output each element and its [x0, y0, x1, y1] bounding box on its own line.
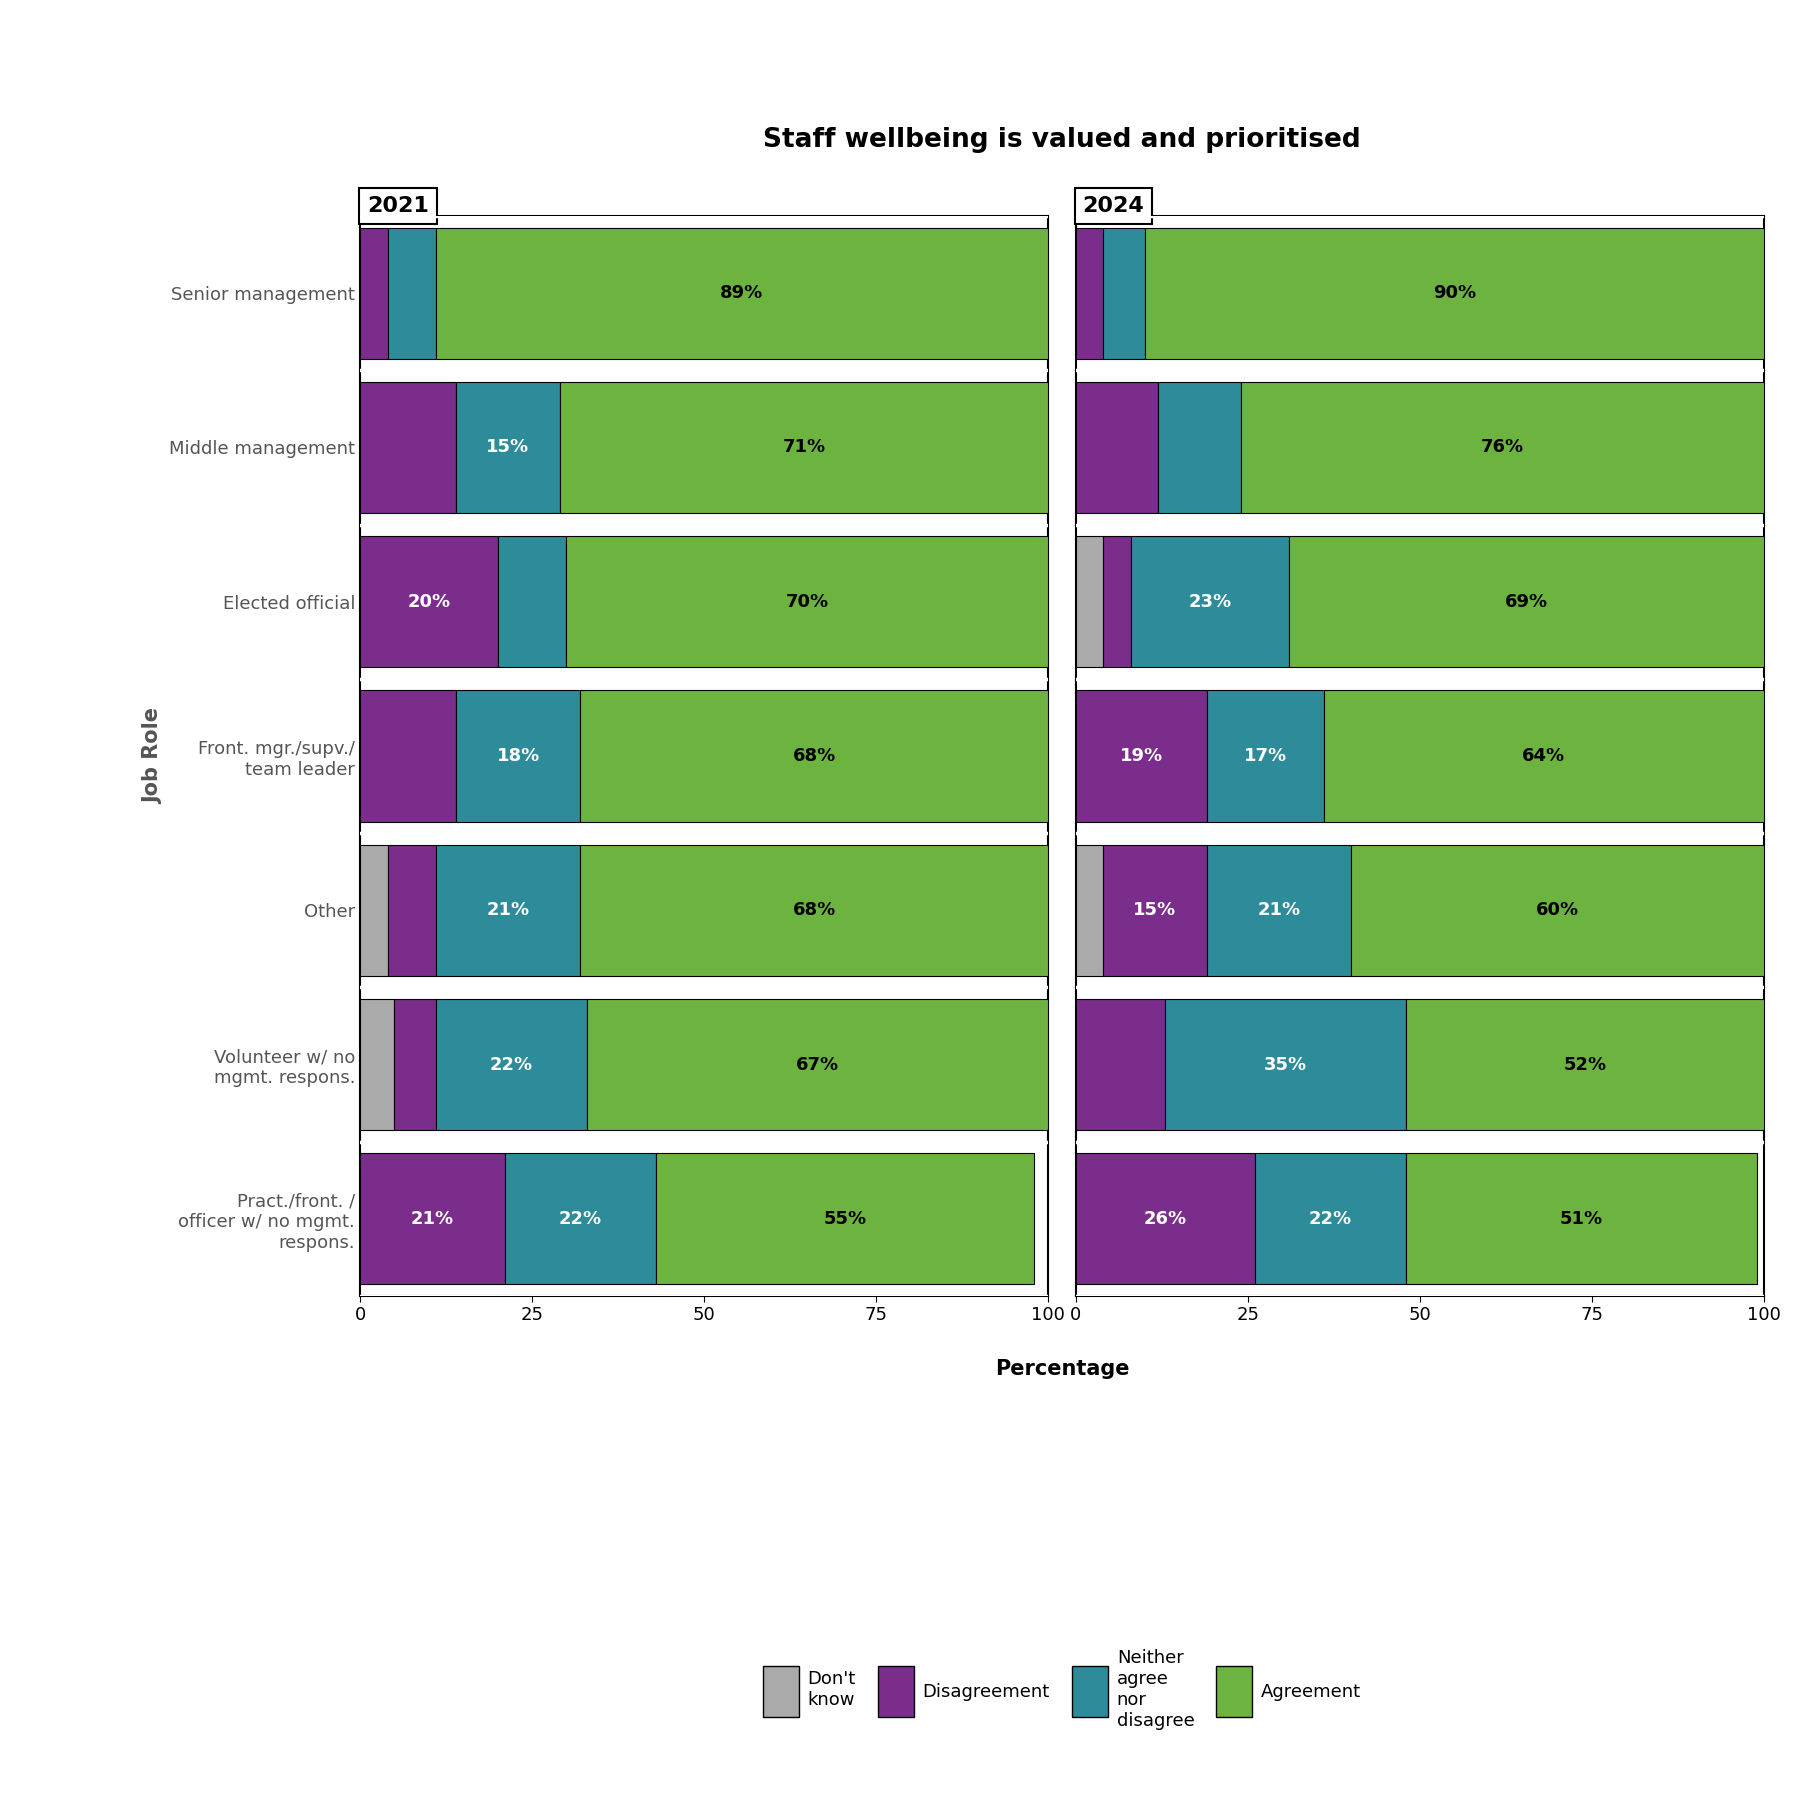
Bar: [1076, 691, 1206, 821]
Text: 2024: 2024: [1082, 196, 1145, 216]
Text: Percentage: Percentage: [995, 1359, 1129, 1379]
Text: 70%: 70%: [787, 592, 830, 610]
Bar: [360, 844, 387, 976]
Text: 35%: 35%: [1264, 1055, 1307, 1073]
Text: 22%: 22%: [558, 1210, 601, 1228]
Bar: [1076, 382, 1159, 513]
Text: 18%: 18%: [497, 747, 540, 765]
Bar: [436, 844, 580, 976]
Text: 89%: 89%: [720, 284, 763, 302]
Text: 22%: 22%: [490, 1055, 533, 1073]
Text: Staff wellbeing is valued and prioritised: Staff wellbeing is valued and prioritise…: [763, 128, 1361, 153]
Text: 51%: 51%: [1561, 1210, 1604, 1228]
Text: 71%: 71%: [783, 439, 826, 457]
Bar: [497, 536, 567, 668]
Bar: [360, 999, 394, 1130]
Bar: [360, 691, 457, 821]
Text: 15%: 15%: [486, 439, 529, 457]
Bar: [1076, 1154, 1255, 1285]
Text: 68%: 68%: [792, 747, 835, 765]
Text: 17%: 17%: [1244, 747, 1287, 765]
Bar: [1165, 999, 1406, 1130]
Bar: [360, 536, 497, 668]
Bar: [1076, 536, 1103, 668]
Bar: [1103, 844, 1206, 976]
Bar: [1076, 999, 1165, 1130]
Text: 22%: 22%: [1309, 1210, 1352, 1228]
Bar: [1076, 227, 1103, 358]
Bar: [1323, 691, 1764, 821]
Bar: [1206, 844, 1352, 976]
Bar: [1103, 536, 1130, 668]
Bar: [580, 844, 1048, 976]
Bar: [1406, 999, 1764, 1130]
Bar: [457, 691, 580, 821]
Bar: [360, 227, 387, 358]
Text: 69%: 69%: [1505, 592, 1548, 610]
Text: 67%: 67%: [796, 1055, 839, 1073]
Bar: [387, 844, 436, 976]
Bar: [1289, 536, 1764, 668]
Bar: [1076, 844, 1103, 976]
Legend: Don't
know, Disagreement, Neither
agree
nor
disagree, Agreement: Don't know, Disagreement, Neither agree …: [756, 1642, 1368, 1737]
Text: 60%: 60%: [1535, 902, 1579, 920]
Text: 19%: 19%: [1120, 747, 1163, 765]
Bar: [387, 227, 436, 358]
Bar: [1159, 382, 1240, 513]
Bar: [1352, 844, 1764, 976]
Bar: [1103, 227, 1145, 358]
Text: 15%: 15%: [1134, 902, 1177, 920]
Text: 90%: 90%: [1433, 284, 1476, 302]
Text: 2021: 2021: [367, 196, 428, 216]
Bar: [1130, 536, 1289, 668]
Text: 55%: 55%: [824, 1210, 868, 1228]
Bar: [580, 691, 1048, 821]
Bar: [1240, 382, 1764, 513]
Bar: [360, 382, 457, 513]
Text: 26%: 26%: [1143, 1210, 1186, 1228]
Bar: [1406, 1154, 1757, 1285]
Text: 20%: 20%: [407, 592, 450, 610]
Bar: [655, 1154, 1035, 1285]
Bar: [567, 536, 1048, 668]
Text: 21%: 21%: [1256, 902, 1300, 920]
Bar: [560, 382, 1048, 513]
Text: 76%: 76%: [1481, 439, 1525, 457]
Bar: [457, 382, 560, 513]
Text: 21%: 21%: [486, 902, 529, 920]
Bar: [436, 227, 1048, 358]
Bar: [436, 999, 587, 1130]
Text: 52%: 52%: [1564, 1055, 1607, 1073]
Bar: [360, 1154, 504, 1285]
Bar: [1206, 691, 1323, 821]
Text: 23%: 23%: [1188, 592, 1231, 610]
Bar: [504, 1154, 655, 1285]
Y-axis label: Job Role: Job Role: [144, 707, 164, 805]
Bar: [394, 999, 436, 1130]
Text: 68%: 68%: [792, 902, 835, 920]
Text: 21%: 21%: [410, 1210, 454, 1228]
Bar: [587, 999, 1048, 1130]
Bar: [1145, 227, 1764, 358]
Bar: [1255, 1154, 1406, 1285]
Text: 64%: 64%: [1523, 747, 1566, 765]
